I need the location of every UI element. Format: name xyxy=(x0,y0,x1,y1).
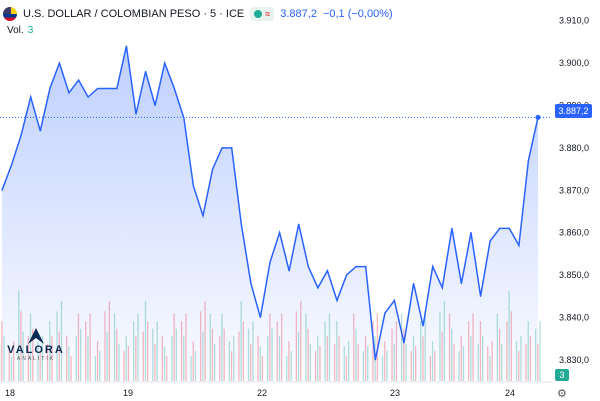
settings-gear-icon[interactable]: ⚙ xyxy=(557,388,567,400)
logo-brand: VALORA xyxy=(7,344,65,356)
price-point xyxy=(441,287,443,289)
price-point xyxy=(527,159,530,162)
price-point xyxy=(460,282,463,285)
price-point xyxy=(365,265,367,268)
price-point xyxy=(508,227,510,230)
price-point xyxy=(499,227,501,230)
wave-icon: ≈ xyxy=(265,9,271,19)
y-tick-label: 3.840,0 xyxy=(559,312,589,322)
price-point xyxy=(1,189,3,191)
price-point xyxy=(518,244,520,246)
watermark-logo: VALORA ANALITIK xyxy=(6,326,66,366)
price-point xyxy=(211,168,214,170)
price-point xyxy=(326,270,329,272)
price-point xyxy=(432,265,434,268)
x-tick-label: 19 xyxy=(123,388,133,398)
price-point xyxy=(317,287,319,289)
x-tick-label: 22 xyxy=(257,388,267,398)
volume-bar xyxy=(539,321,541,381)
price-point xyxy=(221,147,223,149)
price-point xyxy=(451,227,453,230)
price-point xyxy=(422,325,424,327)
price-point xyxy=(144,70,147,73)
price-point xyxy=(345,274,348,276)
price-point xyxy=(125,45,128,47)
last-price-tag: 3.887,2 xyxy=(555,104,592,118)
y-tick-label: 3.830,0 xyxy=(559,355,589,365)
market-open-dot-icon xyxy=(254,10,263,18)
price-point xyxy=(489,240,491,242)
price-point xyxy=(173,87,175,90)
price-point xyxy=(307,265,309,268)
x-tick-label: 23 xyxy=(390,388,400,398)
price-change: −0,1 (−0,00%) xyxy=(322,8,393,20)
y-tick-label: 3.860,0 xyxy=(559,228,589,238)
price-point xyxy=(250,282,252,285)
price-point xyxy=(49,87,51,90)
price-point xyxy=(116,87,118,90)
y-tick-label: 3.910,0 xyxy=(559,16,589,26)
price-point xyxy=(68,92,70,94)
price-point xyxy=(106,87,108,90)
price-point xyxy=(30,96,32,98)
price-point xyxy=(183,117,185,119)
price-point xyxy=(135,113,137,115)
price-point xyxy=(336,299,338,302)
price-point xyxy=(412,282,415,285)
y-tick-label: 3.850,0 xyxy=(559,270,589,280)
price-point xyxy=(39,130,41,132)
price-area xyxy=(2,46,538,381)
y-tick-label: 3.900,0 xyxy=(559,58,589,68)
price-point xyxy=(164,62,166,64)
price-point xyxy=(58,62,61,64)
price-point xyxy=(77,79,80,81)
price-point xyxy=(10,164,13,166)
volume-legend[interactable]: Vol. 3 xyxy=(7,25,33,36)
price-point xyxy=(393,299,396,302)
price-point xyxy=(374,359,376,361)
volume-bar xyxy=(1,321,3,381)
y-tick-label: 3.880,0 xyxy=(559,143,589,153)
price-point xyxy=(192,185,195,187)
price-point xyxy=(298,223,300,225)
y-tick-label: 3.870,0 xyxy=(559,185,589,195)
price-point xyxy=(202,215,204,217)
market-status-badge[interactable]: ≈ xyxy=(250,7,275,21)
last-value: 3.887,2 xyxy=(280,8,317,20)
chart-header: U.S. DOLLAR / COLOMBIAN PESO · 5 · ICE ≈… xyxy=(3,7,393,21)
price-point xyxy=(97,87,99,90)
volume-tag: 3 xyxy=(555,369,569,381)
volume-value: 3 xyxy=(27,25,34,36)
price-point xyxy=(87,96,89,98)
price-point xyxy=(154,104,156,107)
symbol-title[interactable]: U.S. DOLLAR / COLOMBIAN PESO · 5 · ICE xyxy=(23,8,245,20)
currency-flag-icon xyxy=(3,7,17,21)
x-tick-label: 18 xyxy=(5,388,15,398)
logo-arrow-icon xyxy=(28,328,44,344)
price-point xyxy=(479,295,482,297)
logo-sub: ANALITIK xyxy=(16,356,56,362)
price-point xyxy=(384,312,386,314)
price-point xyxy=(240,223,242,225)
volume-label: Vol. xyxy=(7,25,24,36)
price-point xyxy=(269,261,271,263)
price-point xyxy=(20,134,22,136)
price-point xyxy=(355,265,357,268)
x-tick-label: 24 xyxy=(505,388,515,398)
price-point xyxy=(288,270,290,272)
price-point xyxy=(470,232,472,234)
price-point xyxy=(231,147,233,149)
price-point xyxy=(278,232,281,234)
price-point xyxy=(403,342,405,344)
price-point xyxy=(259,316,262,319)
